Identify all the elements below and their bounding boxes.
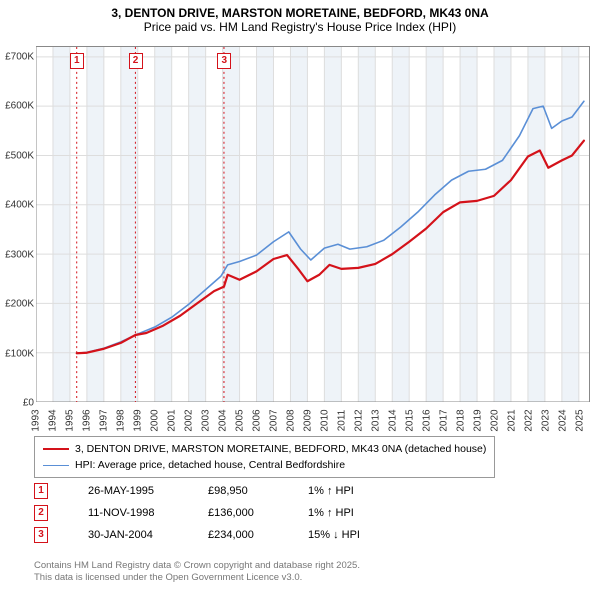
legend-label: HPI: Average price, detached house, Cent… [75, 459, 345, 471]
transaction-row: 2 11-NOV-1998£136,0001% ↑ HPI [34, 502, 408, 524]
chart-container: 3, DENTON DRIVE, MARSTON MORETAINE, BEDF… [0, 0, 600, 590]
transaction-marker: 1 [34, 483, 48, 499]
y-tick-label: £0 [0, 398, 34, 409]
x-tick-label: 1998 [115, 409, 126, 431]
x-tick-label: 2001 [166, 409, 177, 431]
x-tick-label: 1996 [81, 409, 92, 431]
transaction-marker: 3 [34, 527, 48, 543]
x-tick-label: 2000 [149, 409, 160, 431]
x-tick-label: 1993 [31, 409, 42, 431]
x-tick-label: 2025 [574, 409, 585, 431]
y-tick-label: £100K [0, 348, 34, 359]
x-tick-label: 2023 [540, 409, 551, 431]
y-tick-label: £200K [0, 299, 34, 310]
x-tick-label: 2004 [217, 409, 228, 431]
x-tick-label: 2024 [557, 409, 568, 431]
transaction-change: 1% ↑ HPI [308, 507, 408, 519]
transaction-marker-box: 3 [217, 53, 231, 69]
y-tick-label: £500K [0, 150, 34, 161]
x-tick-label: 2010 [319, 409, 330, 431]
title-block: 3, DENTON DRIVE, MARSTON MORETAINE, BEDF… [0, 0, 600, 38]
x-tick-label: 2005 [234, 409, 245, 431]
x-tick-label: 2009 [302, 409, 313, 431]
x-tick-label: 2018 [455, 409, 466, 431]
x-tick-label: 2013 [370, 409, 381, 431]
y-tick-label: £400K [0, 200, 34, 211]
transaction-marker-box: 1 [70, 53, 84, 69]
transaction-date: 30-JAN-2004 [88, 529, 208, 541]
x-tick-label: 2017 [438, 409, 449, 431]
transaction-date: 11-NOV-1998 [88, 507, 208, 519]
x-tick-label: 2016 [421, 409, 432, 431]
legend-swatch [43, 465, 69, 466]
x-tick-label: 2022 [523, 409, 534, 431]
x-tick-label: 1995 [64, 409, 75, 431]
title-address: 3, DENTON DRIVE, MARSTON MORETAINE, BEDF… [10, 6, 590, 20]
footer-attribution: Contains HM Land Registry data © Crown c… [34, 560, 360, 584]
transaction-marker: 2 [34, 505, 48, 521]
transaction-change: 1% ↑ HPI [308, 485, 408, 497]
transaction-change: 15% ↓ HPI [308, 529, 408, 541]
legend-row: HPI: Average price, detached house, Cent… [43, 457, 486, 473]
x-tick-label: 1999 [132, 409, 143, 431]
transaction-price: £136,000 [208, 507, 308, 519]
x-tick-label: 2014 [387, 409, 398, 431]
title-subtitle: Price paid vs. HM Land Registry's House … [10, 20, 590, 34]
y-tick-label: £700K [0, 51, 34, 62]
x-tick-label: 2003 [200, 409, 211, 431]
x-tick-label: 2002 [183, 409, 194, 431]
transaction-date: 26-MAY-1995 [88, 485, 208, 497]
x-tick-label: 2011 [336, 410, 347, 432]
legend: 3, DENTON DRIVE, MARSTON MORETAINE, BEDF… [34, 436, 495, 478]
x-tick-label: 2021 [506, 409, 517, 431]
transaction-price: £234,000 [208, 529, 308, 541]
x-tick-label: 2012 [353, 409, 364, 431]
transaction-table: 1 26-MAY-1995£98,9501% ↑ HPI 2 11-NOV-1998£… [34, 480, 408, 546]
x-tick-label: 2019 [472, 409, 483, 431]
legend-label: 3, DENTON DRIVE, MARSTON MORETAINE, BEDF… [75, 443, 486, 455]
footer-line1: Contains HM Land Registry data © Crown c… [34, 560, 360, 572]
y-tick-label: £300K [0, 249, 34, 260]
footer-line2: This data is licensed under the Open Gov… [34, 572, 360, 584]
x-tick-label: 1997 [98, 409, 109, 431]
transaction-row: 1 26-MAY-1995£98,9501% ↑ HPI [34, 480, 408, 502]
legend-row: 3, DENTON DRIVE, MARSTON MORETAINE, BEDF… [43, 441, 486, 457]
x-tick-label: 2008 [285, 409, 296, 431]
transaction-marker-box: 2 [129, 53, 143, 69]
x-tick-label: 2007 [268, 409, 279, 431]
x-tick-label: 2006 [251, 409, 262, 431]
transaction-row: 3 30-JAN-2004£234,00015% ↓ HPI [34, 524, 408, 546]
y-tick-label: £600K [0, 101, 34, 112]
legend-swatch [43, 448, 69, 450]
chart-svg [36, 47, 589, 402]
x-tick-label: 1994 [47, 409, 58, 431]
transaction-price: £98,950 [208, 485, 308, 497]
x-tick-label: 2015 [404, 409, 415, 431]
chart-area: £0£100K£200K£300K£400K£500K£600K£700K 19… [36, 46, 590, 402]
x-tick-label: 2020 [489, 409, 500, 431]
